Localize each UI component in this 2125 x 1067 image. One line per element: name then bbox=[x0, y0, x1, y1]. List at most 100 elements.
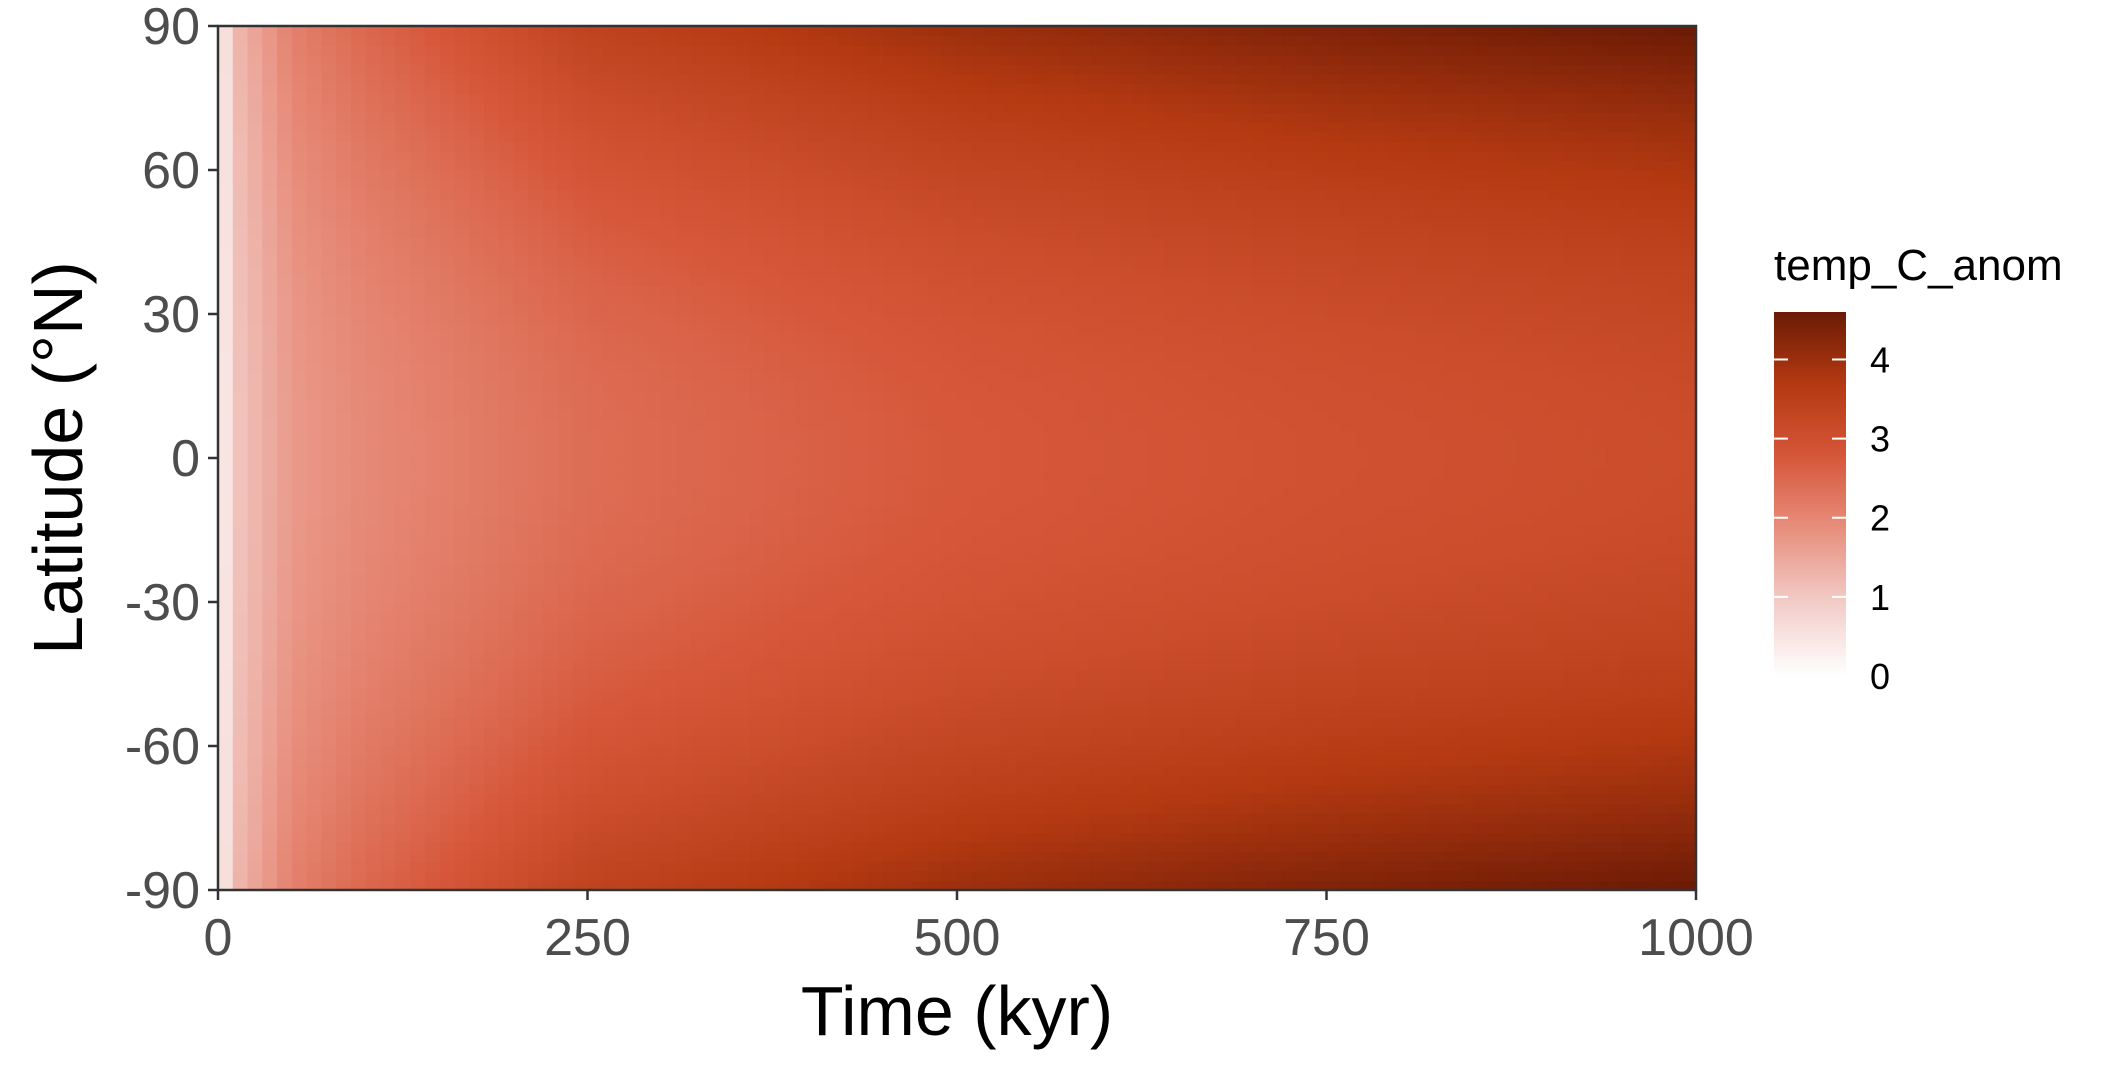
heatmap-cell bbox=[823, 323, 840, 334]
heatmap-cell bbox=[897, 237, 914, 248]
heatmap-cell bbox=[410, 218, 426, 229]
heatmap-cell bbox=[380, 678, 396, 689]
heatmap-cell bbox=[247, 429, 263, 440]
heatmap-cell bbox=[498, 285, 515, 296]
heatmap-cell bbox=[380, 736, 396, 747]
heatmap-cell bbox=[735, 784, 751, 795]
heatmap-cell bbox=[971, 870, 988, 881]
heatmap-cell bbox=[247, 842, 263, 853]
heatmap-cell bbox=[498, 477, 515, 488]
heatmap-cell bbox=[617, 794, 633, 805]
heatmap-cell bbox=[705, 198, 722, 209]
heatmap-cell bbox=[321, 438, 337, 449]
heatmap-cell bbox=[484, 131, 500, 142]
heatmap-cell bbox=[232, 803, 249, 814]
heatmap-cell bbox=[1001, 102, 1017, 113]
heatmap-cell bbox=[794, 803, 810, 814]
heatmap-cell bbox=[410, 851, 426, 862]
heatmap-cell bbox=[942, 208, 958, 219]
heatmap-cell bbox=[557, 611, 574, 622]
heatmap-cell bbox=[291, 640, 308, 651]
heatmap-cell bbox=[587, 93, 603, 104]
heatmap-cell bbox=[424, 794, 441, 805]
heatmap-cell bbox=[291, 218, 308, 229]
heatmap-cell bbox=[232, 419, 249, 430]
heatmap-cell bbox=[912, 563, 929, 574]
heatmap-cell bbox=[646, 170, 662, 181]
heatmap-cell bbox=[454, 198, 470, 209]
heatmap-cell bbox=[380, 400, 396, 411]
heatmap-cell bbox=[631, 275, 648, 286]
heatmap-cell bbox=[395, 525, 411, 536]
heatmap-cell bbox=[735, 35, 751, 46]
heatmap-cell bbox=[513, 400, 529, 411]
heatmap-cell bbox=[661, 486, 677, 497]
heatmap-cell bbox=[306, 429, 323, 440]
heatmap-cell bbox=[764, 83, 781, 94]
heatmap-cell bbox=[218, 678, 234, 689]
heatmap-cell bbox=[823, 150, 840, 161]
heatmap-cell bbox=[380, 832, 396, 843]
heatmap-cell bbox=[395, 765, 411, 776]
heatmap-cell bbox=[897, 506, 914, 517]
heatmap-cell bbox=[853, 275, 869, 286]
heatmap-cell bbox=[823, 861, 840, 872]
heatmap-cell bbox=[971, 419, 988, 430]
heatmap-cell bbox=[557, 746, 574, 757]
heatmap-cell bbox=[750, 813, 766, 824]
heatmap-cell bbox=[617, 726, 633, 737]
heatmap-cell bbox=[602, 294, 618, 305]
heatmap-cell bbox=[942, 275, 958, 286]
heatmap-cell bbox=[1016, 237, 1032, 248]
heatmap-cell bbox=[735, 448, 751, 459]
heatmap-cell bbox=[351, 621, 367, 632]
heatmap-cell bbox=[469, 429, 485, 440]
heatmap-cell bbox=[853, 659, 869, 670]
heatmap-cell bbox=[838, 707, 855, 718]
heatmap-cell bbox=[351, 678, 367, 689]
heatmap-cell bbox=[646, 467, 662, 478]
heatmap-cell bbox=[631, 698, 648, 709]
heatmap-cell bbox=[484, 333, 500, 344]
heatmap-cell bbox=[395, 774, 411, 785]
heatmap-cell bbox=[365, 102, 382, 113]
heatmap-cell bbox=[868, 323, 884, 334]
heatmap-cell bbox=[469, 170, 485, 181]
heatmap-cell bbox=[247, 678, 263, 689]
heatmap-cell bbox=[823, 371, 840, 382]
heatmap-cell bbox=[1016, 381, 1032, 392]
heatmap-cell bbox=[986, 294, 1002, 305]
heatmap-cell bbox=[690, 141, 707, 152]
heatmap-cell bbox=[705, 717, 722, 728]
heatmap-cell bbox=[838, 93, 855, 104]
heatmap-cell bbox=[779, 35, 796, 46]
heatmap-cell bbox=[557, 870, 574, 881]
heatmap-cell bbox=[631, 784, 648, 795]
heatmap-cell bbox=[897, 688, 914, 699]
heatmap-cell bbox=[484, 83, 500, 94]
heatmap-cell bbox=[247, 784, 263, 795]
heatmap-cell bbox=[897, 611, 914, 622]
heatmap-cell bbox=[498, 131, 515, 142]
heatmap-cell bbox=[454, 189, 470, 200]
heatmap-cell bbox=[410, 813, 426, 824]
heatmap-cell bbox=[277, 160, 293, 171]
heatmap-cell bbox=[927, 275, 943, 286]
heatmap-cell bbox=[218, 45, 234, 56]
heatmap-cell bbox=[439, 227, 456, 238]
heatmap-cell bbox=[439, 822, 456, 833]
heatmap-cell bbox=[809, 35, 825, 46]
heatmap-cell bbox=[454, 717, 470, 728]
heatmap-cell bbox=[262, 246, 278, 257]
heatmap-cell bbox=[321, 659, 337, 670]
heatmap-cell bbox=[883, 611, 899, 622]
heatmap-cell bbox=[705, 131, 722, 142]
heatmap-cell bbox=[750, 275, 766, 286]
heatmap-cell bbox=[543, 496, 559, 507]
heatmap-cell bbox=[247, 419, 263, 430]
heatmap-cell bbox=[823, 784, 840, 795]
heatmap-cell bbox=[587, 448, 603, 459]
heatmap-cell bbox=[439, 698, 456, 709]
heatmap-cell bbox=[646, 189, 662, 200]
heatmap-cell bbox=[1001, 237, 1017, 248]
